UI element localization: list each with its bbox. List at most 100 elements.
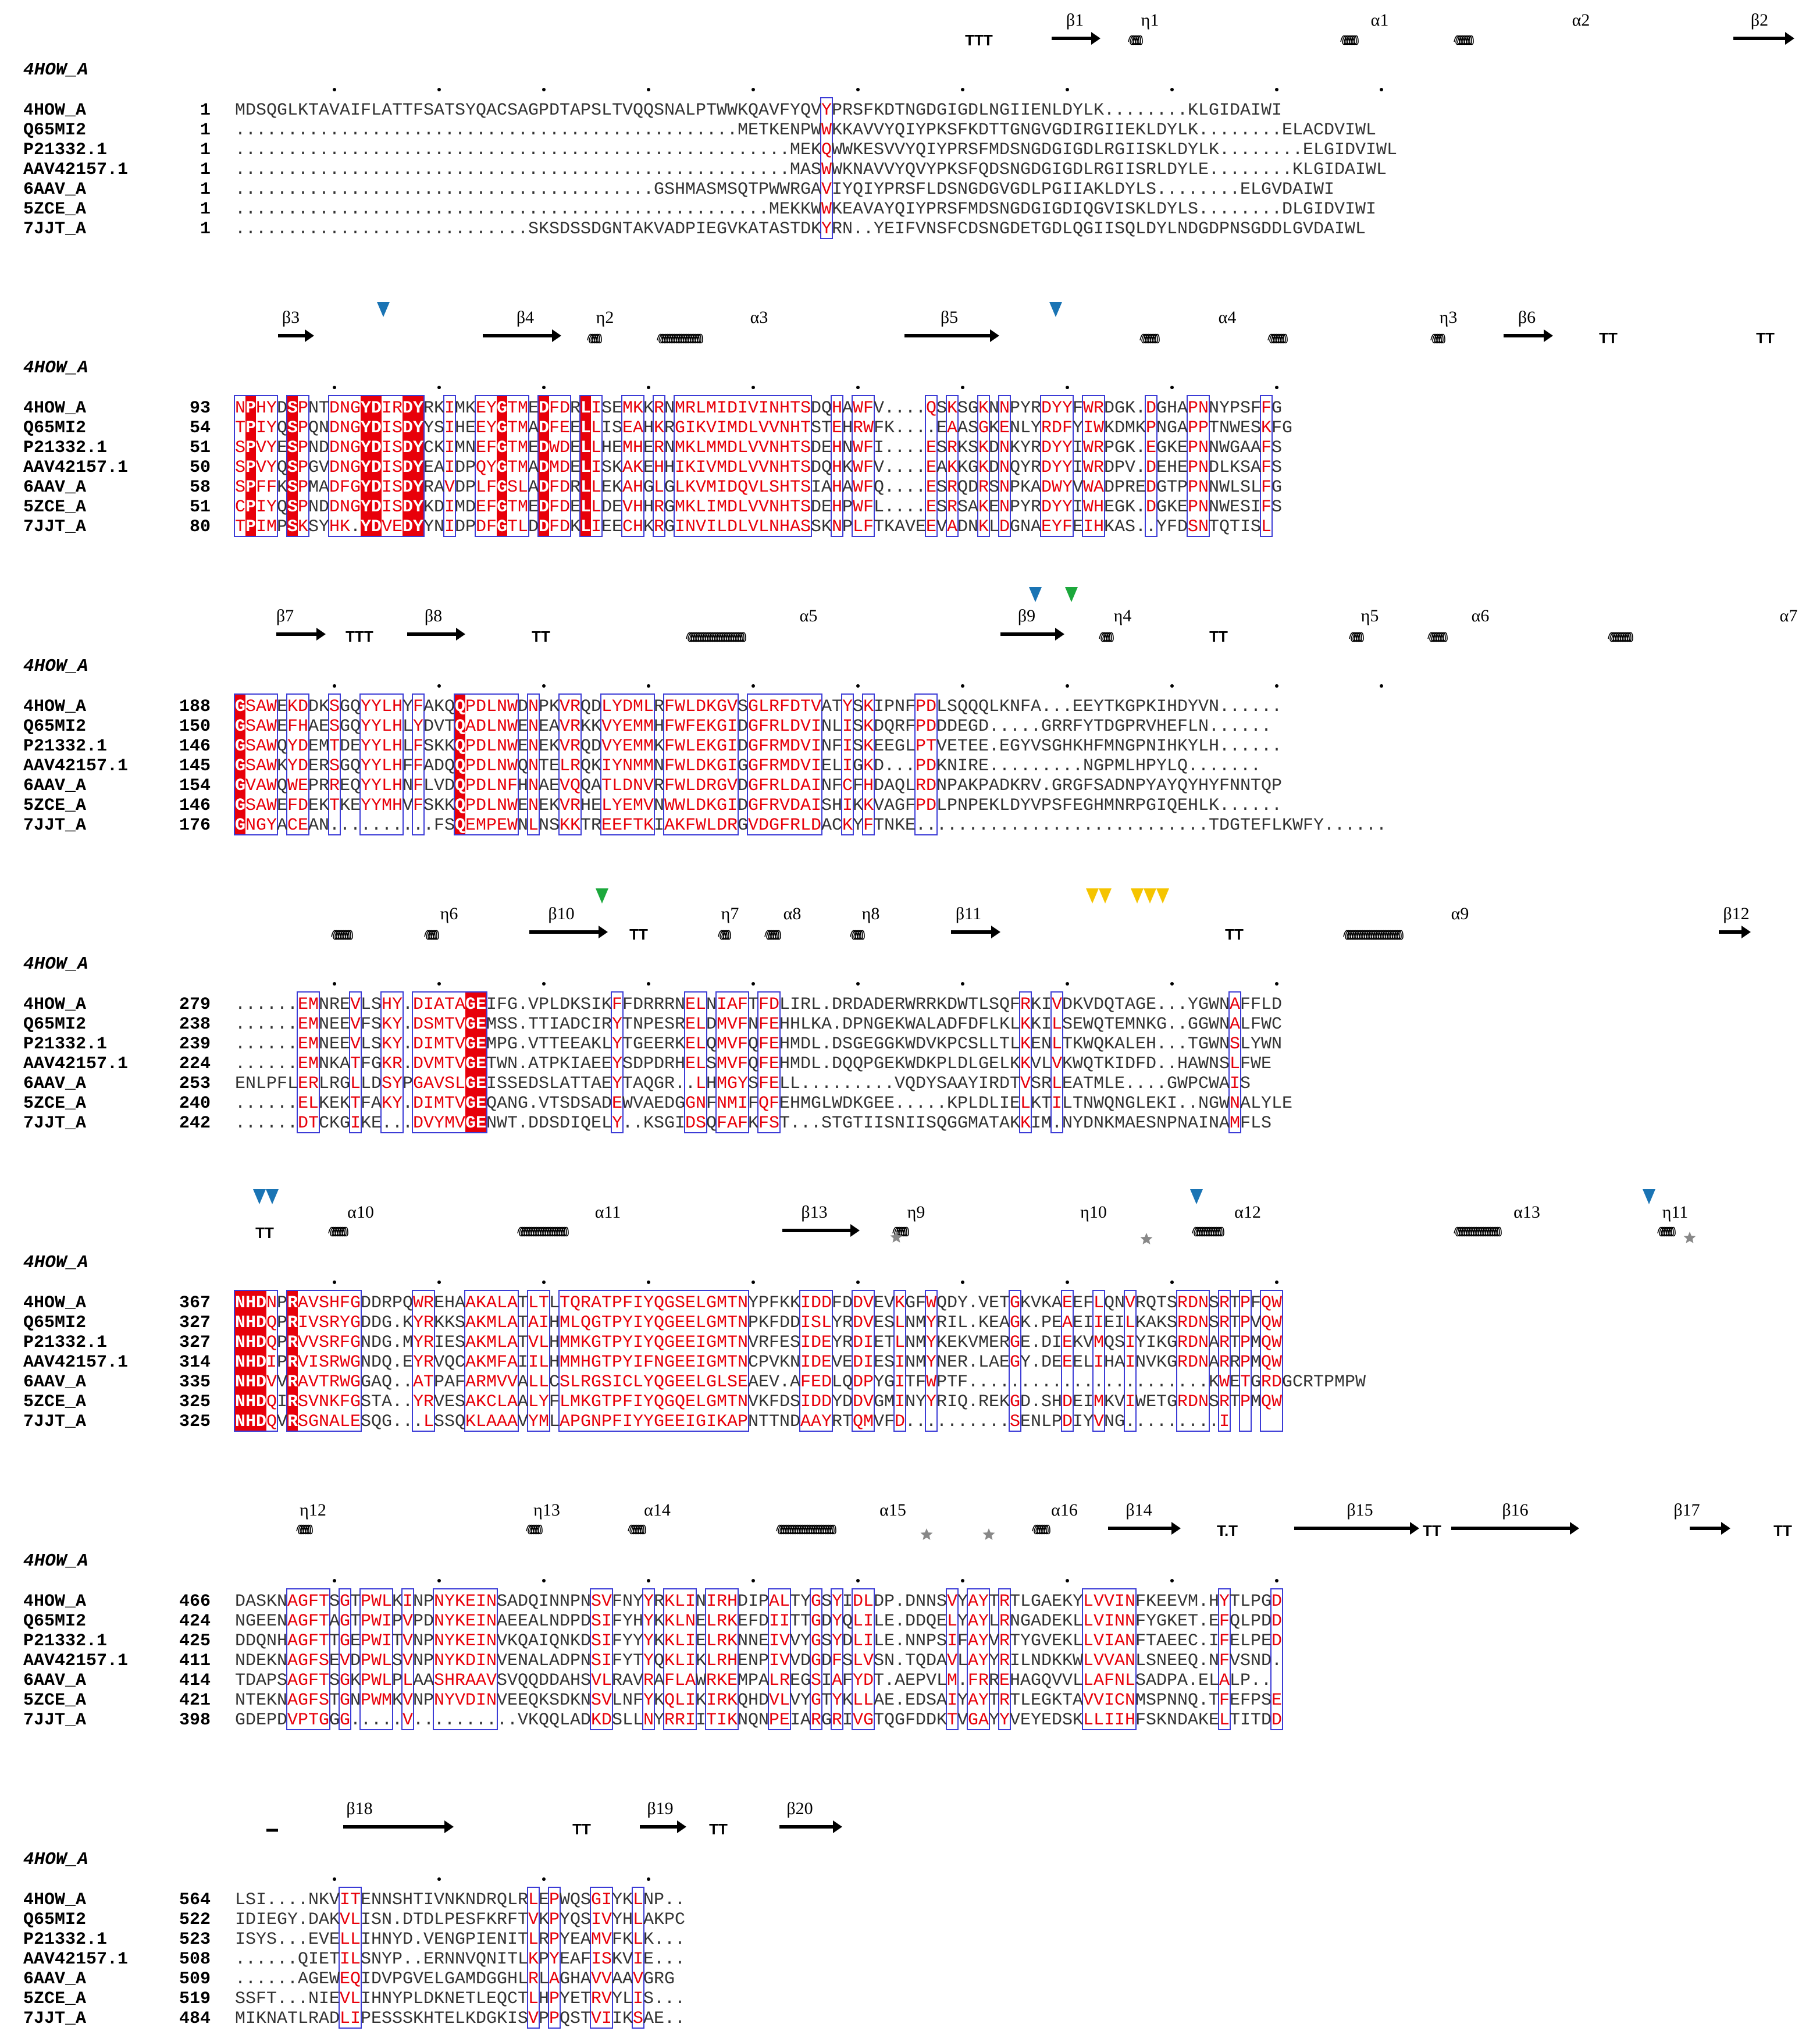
identical-column <box>235 695 245 834</box>
residue: V <box>497 1631 507 1651</box>
start-position: 1 <box>200 160 211 180</box>
residue: K <box>612 458 622 478</box>
residue: N <box>654 756 664 776</box>
residue: A <box>1031 517 1041 537</box>
residue: L <box>549 1412 560 1432</box>
residue: . <box>1167 101 1177 120</box>
residue: I <box>1083 517 1094 537</box>
start-position: 279 <box>179 995 211 1015</box>
residue: V <box>926 1671 936 1691</box>
residue: N <box>1114 1612 1125 1631</box>
residue: . <box>549 140 560 160</box>
residue: T <box>727 1293 738 1313</box>
residue: S <box>853 101 863 120</box>
residue: . <box>486 200 497 219</box>
residue: A <box>465 1353 476 1372</box>
sequence-name: 6AAV_A <box>23 1671 86 1691</box>
residue: V <box>643 796 654 816</box>
residue: A <box>560 1671 570 1691</box>
residue: Y <box>413 497 423 517</box>
residue: S <box>1219 1054 1230 1074</box>
residue: I <box>1031 1114 1041 1133</box>
residue: P <box>1135 796 1146 816</box>
residue: W <box>926 1372 936 1392</box>
residue: I <box>1114 1313 1125 1333</box>
residue: Y <box>926 1392 936 1412</box>
residue: G <box>748 737 758 756</box>
residue: G <box>497 458 507 478</box>
residue: . <box>277 1034 287 1054</box>
residue: P <box>1188 1074 1198 1094</box>
strand-arrow-head <box>316 628 326 641</box>
residue: W <box>853 497 863 517</box>
residue: S <box>811 160 821 180</box>
residue: W <box>371 1592 382 1612</box>
residue: . <box>1230 796 1240 816</box>
residue: L <box>1261 995 1271 1015</box>
conservation-box <box>914 693 938 835</box>
residue: L <box>287 101 298 120</box>
residue: I <box>1156 737 1167 756</box>
residue: I <box>1073 120 1083 140</box>
residue: H <box>832 399 842 418</box>
residue: F <box>549 478 560 497</box>
residue: G <box>465 1094 476 1114</box>
residue: . <box>266 140 277 160</box>
residue: Q <box>444 1353 455 1372</box>
residue: F <box>1135 1612 1146 1631</box>
residue: P <box>1188 497 1198 517</box>
residue: D <box>968 1015 978 1034</box>
residue: I <box>1073 438 1083 458</box>
residue: D <box>245 1910 256 1930</box>
residue: M <box>675 438 685 458</box>
residue: K <box>539 1691 549 1710</box>
residue: S <box>1240 1651 1251 1671</box>
residue: I <box>423 1034 434 1054</box>
residue: M <box>738 1671 748 1691</box>
residue: R <box>664 418 675 438</box>
residue: A <box>1031 697 1041 717</box>
conservation-box <box>705 1588 739 1730</box>
residue: S <box>1062 1015 1073 1034</box>
residue: G <box>1083 796 1094 816</box>
residue: Q <box>350 776 361 796</box>
residue: K <box>758 1392 769 1412</box>
tick-dot <box>751 1281 755 1284</box>
residue: K <box>717 1671 727 1691</box>
residue: A <box>769 1592 779 1612</box>
residue: K <box>434 697 444 717</box>
residue: E <box>539 737 549 756</box>
residue: Y <box>643 1612 654 1631</box>
residue: V <box>298 1353 308 1372</box>
residue: W <box>1094 418 1104 438</box>
residue: E <box>476 418 486 438</box>
residue: . <box>1376 816 1387 835</box>
residue: M <box>308 995 319 1015</box>
residue: S <box>591 101 601 120</box>
helix-coil <box>1427 632 1448 642</box>
tick-dot <box>1170 684 1174 688</box>
residue: A <box>968 1612 978 1631</box>
residue: L <box>1282 219 1292 239</box>
residue: K <box>277 756 287 776</box>
residue: T <box>748 180 758 200</box>
residue: V <box>633 1094 643 1114</box>
conservation-box <box>810 1588 822 1730</box>
strand-arrow-head <box>1785 32 1794 45</box>
residue: I <box>601 1651 612 1671</box>
residue: K <box>1073 737 1083 756</box>
residue: L <box>591 478 601 497</box>
residue: V <box>800 756 811 776</box>
residue: Q <box>455 776 465 796</box>
residue: N <box>235 1293 245 1313</box>
residue: L <box>382 717 392 737</box>
residue: . <box>675 120 685 140</box>
residue: K <box>664 1612 675 1631</box>
residue: Y <box>413 438 423 458</box>
residue: . <box>403 1950 413 1969</box>
residue: K <box>947 399 957 418</box>
residue: E <box>884 737 895 756</box>
ss-label: η10 <box>1080 1203 1107 1222</box>
residue: I <box>842 1592 853 1612</box>
residue: L <box>1052 1074 1062 1094</box>
